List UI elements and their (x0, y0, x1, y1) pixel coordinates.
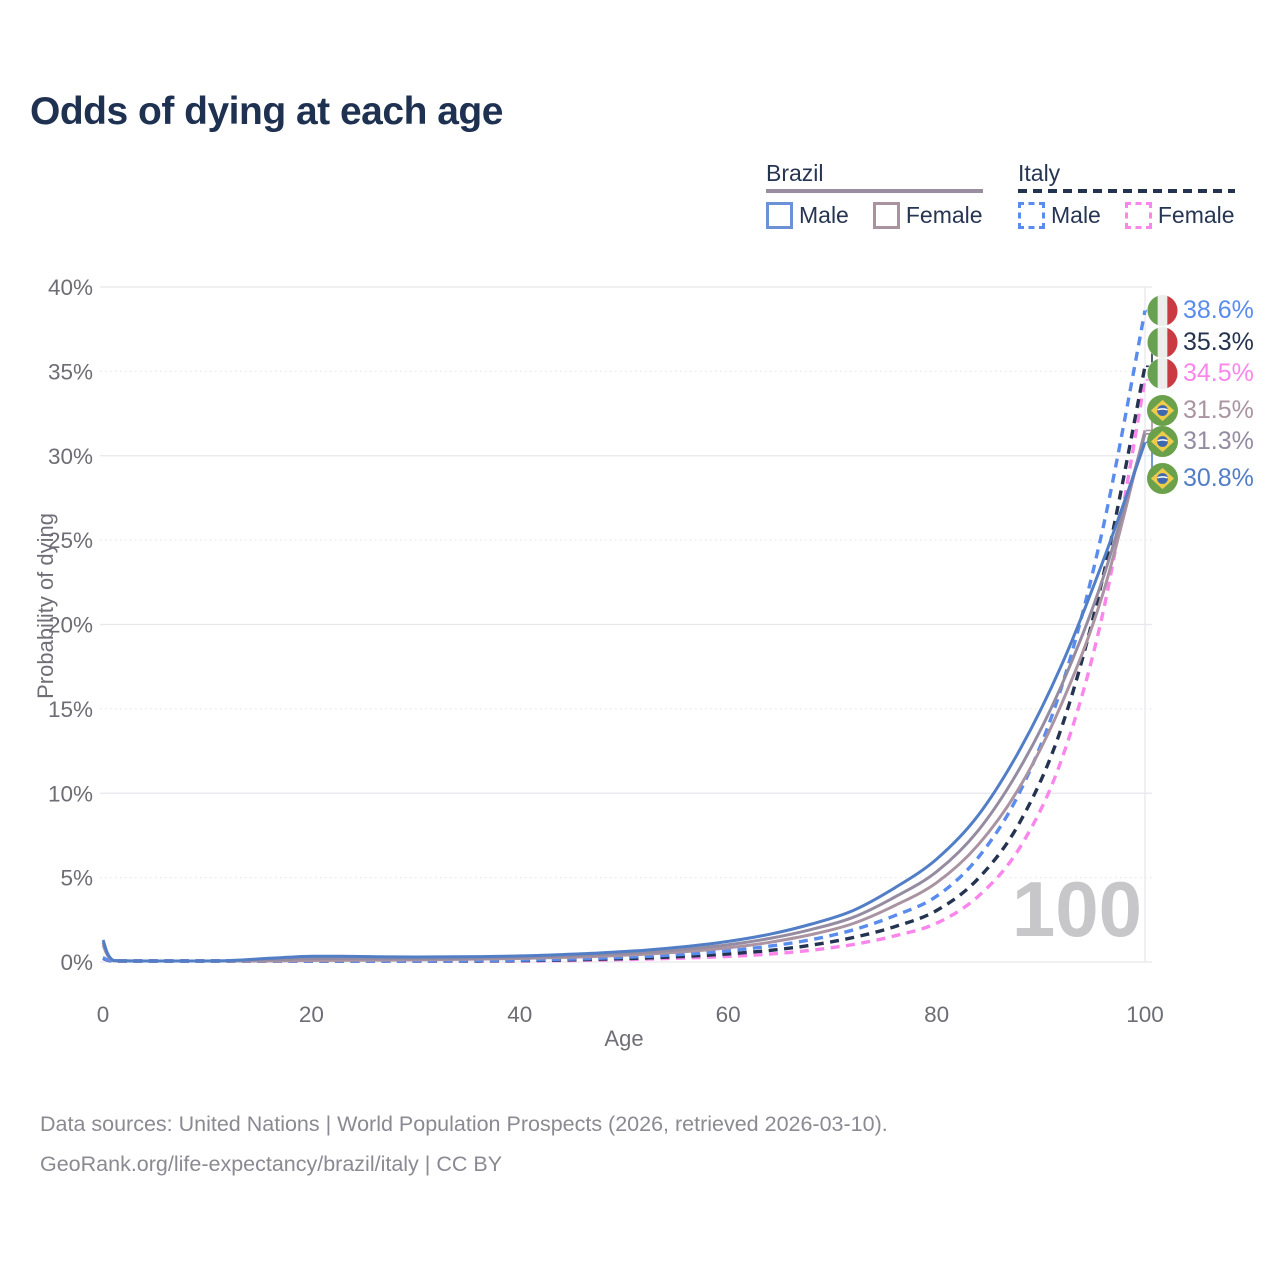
footer-sources-line: Data sources: United Nations | World Pop… (40, 1112, 888, 1136)
series-line-brazil-male[interactable] (101, 441, 1147, 963)
legend-group-italy: Italy Male Female (1018, 160, 1235, 229)
legend-label-brazil-male: Male (799, 202, 849, 228)
y-tick-label: 20% (48, 613, 93, 638)
brazil-flag-icon (1147, 425, 1178, 457)
legend-header-brazil[interactable]: Brazil (766, 160, 983, 193)
x-tick-label: 40 (507, 1002, 532, 1027)
legend-label-italy-male: Male (1051, 202, 1101, 228)
italy-female-swatch-icon (1124, 202, 1152, 229)
italy-flag-icon (1147, 357, 1178, 389)
y-tick-label: 0% (60, 950, 93, 975)
end-label-italy-both: 35.3% (1147, 326, 1254, 358)
end-label-brazil-both: 31.3% (1147, 425, 1254, 457)
end-label-brazil-female: 31.5% (1147, 394, 1254, 426)
end-label-brazil-male: 30.8% (1147, 462, 1254, 494)
y-tick-label: 15% (48, 697, 93, 722)
y-tick-label: 30% (48, 444, 93, 469)
series-line-brazil-female[interactable] (101, 430, 1147, 963)
end-label-value: 31.5% (1183, 395, 1254, 424)
series-line-italy-female[interactable] (102, 379, 1147, 963)
age-watermark: 100 (1011, 865, 1142, 953)
end-label-value: 35.3% (1183, 327, 1254, 356)
legend-header-italy-label: Italy (1018, 160, 1061, 186)
italy-male-swatch-icon (1018, 202, 1045, 229)
legend-label-italy-female: Female (1157, 202, 1235, 228)
brazil-male-swatch-icon (766, 202, 793, 229)
end-label-value: 31.3% (1183, 426, 1254, 455)
legend-header-brazil-label: Brazil (766, 160, 824, 186)
end-label-italy-male: 38.6% (1147, 294, 1254, 326)
x-tick-label: 60 (716, 1002, 741, 1027)
x-axis-title: Age (604, 1026, 644, 1051)
brazil-flag-icon (1147, 394, 1178, 426)
footer: Data sources: United Nations | World Pop… (40, 1104, 888, 1184)
italy-flag-icon (1147, 326, 1178, 358)
y-axis-title: Probability of dying (33, 513, 58, 699)
brazil-both-line-swatch (766, 189, 983, 193)
y-tick-label: 10% (48, 781, 93, 806)
end-label-value: 30.8% (1183, 463, 1254, 492)
y-tick-label: 5% (60, 866, 93, 891)
x-tick-label: 0 (97, 1002, 110, 1027)
y-tick-label: 35% (48, 359, 93, 384)
legend-item-brazil-male[interactable]: Male (766, 202, 849, 229)
end-label-italy-female: 34.5% (1147, 357, 1254, 389)
legend-label-brazil-female: Female (905, 202, 983, 228)
end-label-value: 34.5% (1183, 358, 1254, 387)
x-tick-label: 80 (924, 1002, 949, 1027)
page-title: Odds of dying at each age (30, 90, 503, 133)
legend-item-brazil-female[interactable]: Female (872, 202, 983, 229)
italy-both-line-swatch (1018, 189, 1235, 193)
series-line-italy-male[interactable] (102, 310, 1147, 963)
y-tick-label: 40% (48, 275, 93, 300)
legend-item-italy-male[interactable]: Male (1018, 202, 1101, 229)
italy-flag-icon (1147, 294, 1178, 326)
y-tick-label: 25% (48, 528, 93, 553)
series-line-brazil-both[interactable] (101, 433, 1147, 963)
brazil-flag-icon (1147, 462, 1178, 494)
x-tick-label: 20 (299, 1002, 324, 1027)
legend-group-brazil: Brazil Male Female (766, 160, 983, 229)
x-tick-label: 100 (1126, 1002, 1164, 1027)
end-label-value: 38.6% (1183, 295, 1254, 324)
legend-header-italy[interactable]: Italy (1018, 160, 1235, 193)
brazil-female-swatch-icon (872, 202, 900, 229)
series-line-italy-both[interactable] (102, 365, 1147, 963)
legend-item-italy-female[interactable]: Female (1124, 202, 1235, 229)
footer-attribution-line: GeoRank.org/life-expectancy/brazil/italy… (40, 1152, 503, 1176)
